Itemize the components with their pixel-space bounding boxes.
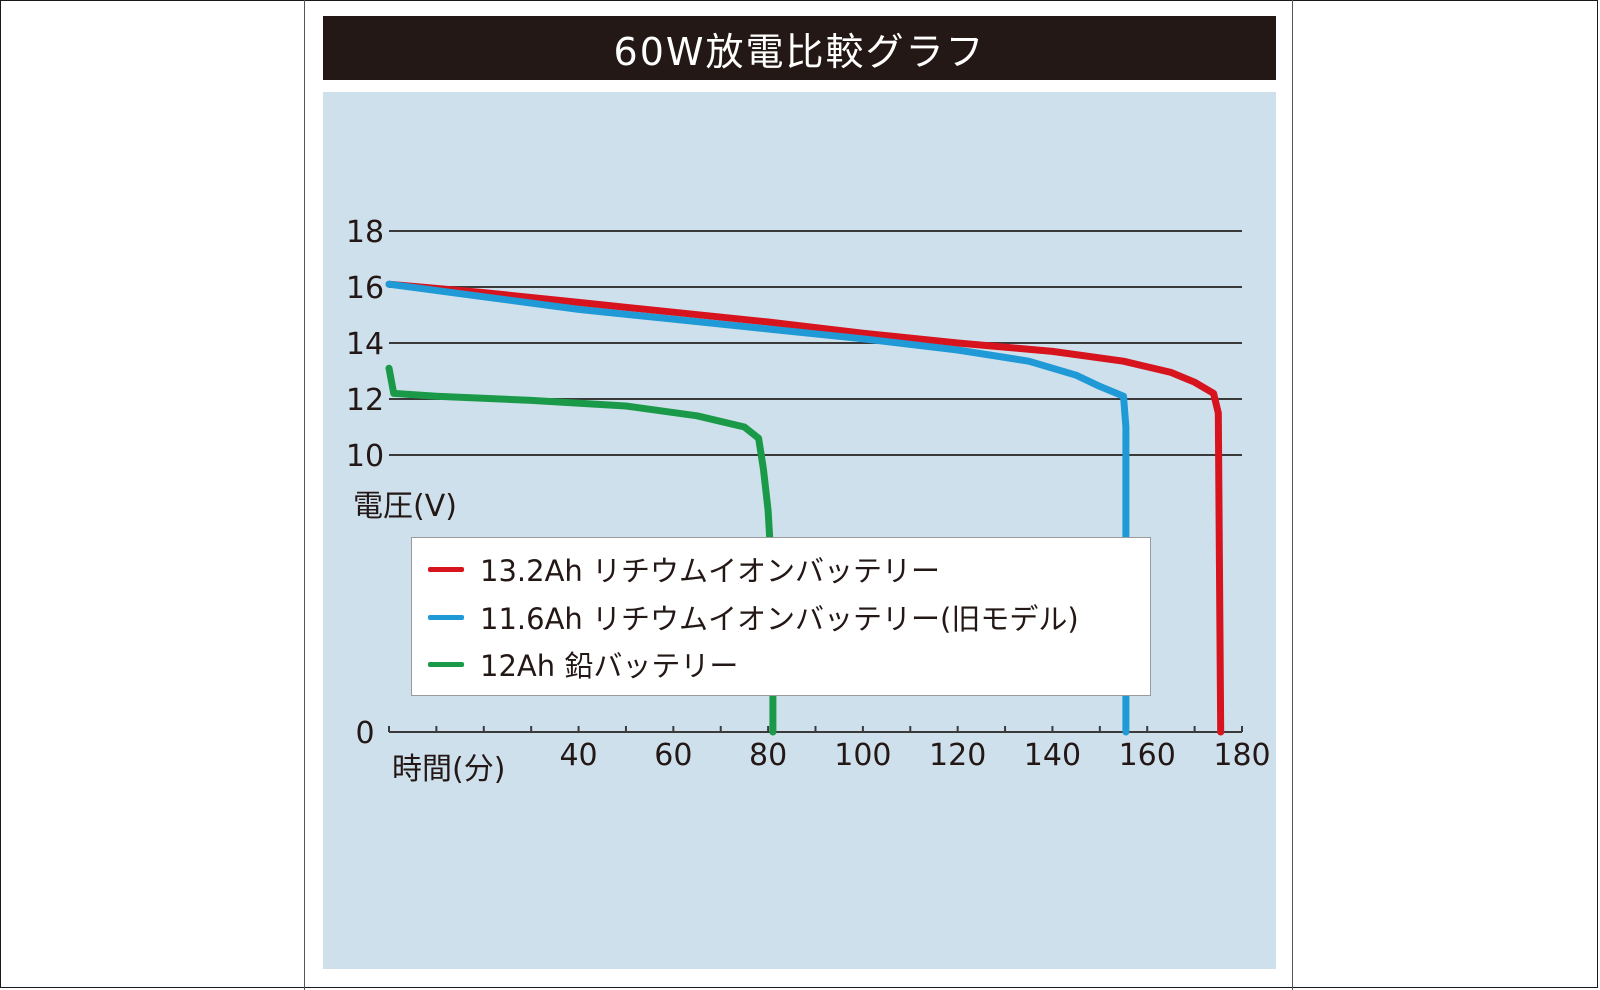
legend-swatch-blue (428, 614, 464, 620)
axis-layer: 0 10 12 14 16 18 40 60 80 100 120 140 160 180 (346, 215, 1271, 773)
chart-svg: 0 10 12 14 16 18 40 60 80 100 120 140 160 180 電圧(V) 時… (346, 215, 1271, 787)
y-tick-label: 0 (355, 716, 374, 751)
y-tick-label: 12 (346, 383, 384, 418)
series-line-1 (385, 280, 1130, 736)
x-tick-label: 80 (749, 738, 787, 773)
x-tick-label: 180 (1213, 738, 1270, 773)
y-tick-label: 10 (346, 439, 384, 474)
grid-layer (389, 230, 1242, 456)
series-layer (385, 280, 1225, 736)
legend-item: 11.6Ah リチウムイオンバッテリー(旧モデル) (428, 597, 1079, 637)
divider-left (304, 0, 305, 990)
y-tick-label: 18 (346, 215, 384, 250)
x-tick-label: 140 (1024, 738, 1081, 773)
legend-label: 13.2Ah リチウムイオンバッテリー (480, 554, 941, 588)
x-tick-label: 40 (559, 738, 597, 773)
legend-label: 11.6Ah リチウムイオンバッテリー(旧モデル) (480, 602, 1079, 636)
legend-item: 13.2Ah リチウムイオンバッテリー (428, 549, 940, 589)
legend-item: 12Ah 鉛バッテリー (428, 644, 738, 684)
y-tick-label: 14 (346, 327, 384, 362)
y-tick-label: 16 (346, 271, 384, 306)
x-tick-label: 120 (929, 738, 986, 773)
legend-swatch-red (428, 566, 464, 572)
chart-title: 60W放電比較グラフ (323, 16, 1276, 80)
legend-swatch-green (428, 661, 464, 667)
legend: 13.2Ah リチウムイオンバッテリー 11.6Ah リチウムイオンバッテリー(… (411, 537, 1151, 696)
series-line-2 (385, 364, 777, 736)
x-tick-label: 100 (834, 738, 891, 773)
chart-panel: 0 10 12 14 16 18 40 60 80 100 120 140 160 180 電圧(V) 時… (323, 92, 1276, 969)
series-line-0 (385, 280, 1225, 736)
x-tick-label: 160 (1119, 738, 1176, 773)
divider-right (1292, 0, 1293, 990)
x-axis-label: 時間(分) (392, 752, 505, 787)
legend-label: 12Ah 鉛バッテリー (480, 649, 739, 683)
y-axis-label: 電圧(V) (353, 489, 457, 524)
x-tick-label: 60 (654, 738, 692, 773)
